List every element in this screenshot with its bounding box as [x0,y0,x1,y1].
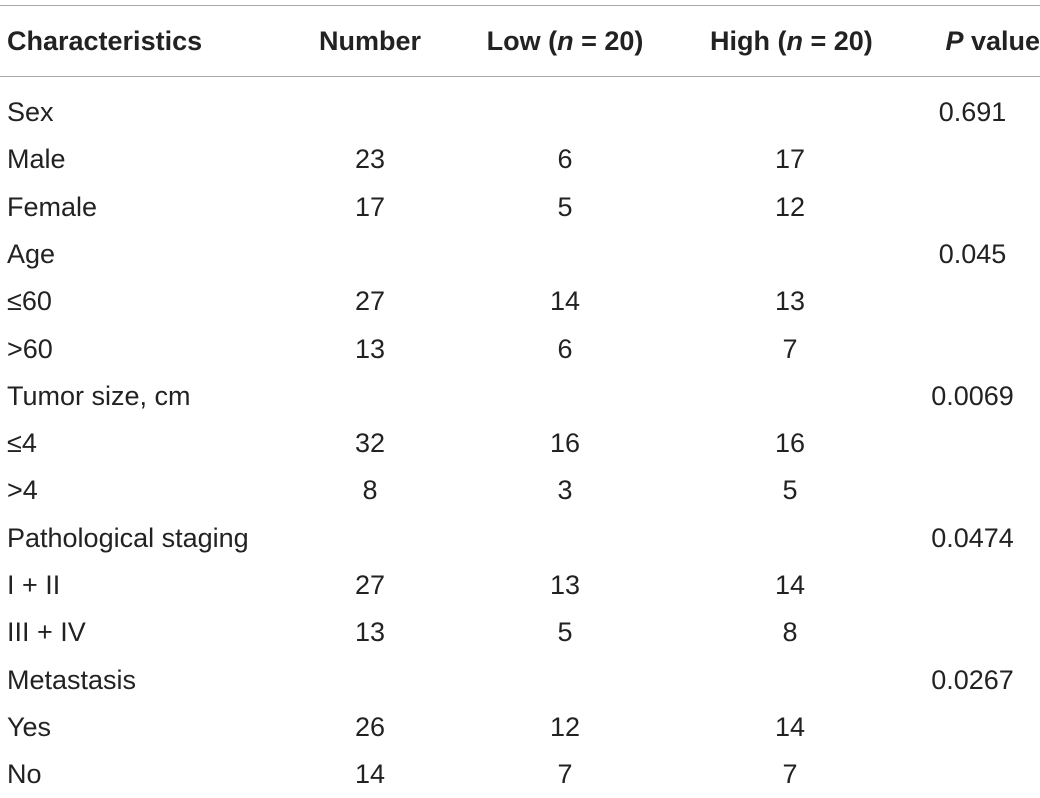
cell-low: 16 [549,428,581,459]
cell-characteristic: Pathological staging [7,522,249,553]
cell-number: 14 [354,759,386,790]
header-high-n: n [786,26,803,56]
table-row: Female 17 5 12 [0,184,1040,231]
table-row: ≤60 27 14 13 [0,278,1040,325]
header-low-prefix: Low ( [486,26,558,56]
header-p-value: P value [920,5,1040,77]
header-p-italic: P [945,26,964,56]
cell-high: 16 [774,428,806,459]
cell-number: 26 [354,711,386,742]
cell-characteristic: >60 [7,333,53,364]
cell-p-value: 0.0069 [931,380,1014,411]
cell-low: 3 [557,475,573,506]
top-rule [0,5,1040,6]
table-row: >4 8 3 5 [0,467,1040,514]
header-characteristics: Characteristics [7,26,203,56]
cell-p-value: 0.691 [938,97,1007,127]
header-rule [0,76,1040,77]
header-number: Number [318,26,421,56]
cell-characteristic: Yes [7,711,52,742]
cell-number: 8 [362,475,378,506]
table-row: Age 0.045 [0,231,1040,278]
cell-low: 12 [549,711,581,742]
cell-characteristic: Metastasis [7,664,137,695]
cell-low: 14 [549,286,581,317]
cell-number: 17 [354,191,386,222]
table-row: Pathological staging 0.0474 [0,515,1040,562]
cell-high: 14 [774,711,806,742]
header-high: High (n = 20) [710,5,873,77]
header-low-suffix: = 20) [573,26,644,56]
cell-low: 7 [557,759,573,790]
table-row: Sex 0.691 [0,89,1040,136]
cell-number: 27 [354,570,386,600]
cell-p-value: 0.0267 [931,664,1014,695]
cell-number: 13 [354,333,386,364]
header-low: Low (n = 20) [485,5,645,77]
table-row: Yes 26 12 14 [0,704,1040,751]
cell-number: 32 [354,428,386,459]
table-row: No 14 7 7 [0,751,1040,798]
header-high-prefix: High ( [710,26,787,56]
table-row: I + II 27 13 14 [0,562,1040,609]
header-p-suffix: value [963,26,1040,56]
table-row: Male 23 6 17 [0,136,1040,183]
table-row: ≤4 32 16 16 [0,420,1040,467]
cell-characteristic: III + IV [7,617,86,648]
cell-characteristic: Sex [7,97,54,127]
cell-characteristic: ≤60 [7,286,52,317]
cell-high: 14 [774,570,806,600]
cell-high: 8 [782,617,798,648]
header-high-suffix: = 20) [802,26,873,56]
cell-characteristic: Male [7,144,66,175]
cell-characteristic: Tumor size, cm [7,380,191,411]
cell-high: 12 [774,191,806,222]
table-row: Metastasis 0.0267 [0,657,1040,704]
cell-characteristic: I + II [7,570,61,600]
cell-characteristic: ≤4 [7,428,37,459]
cell-low: 5 [557,617,573,648]
cell-number: 27 [354,286,386,317]
cell-number: 13 [354,617,386,648]
table-row: >60 13 6 7 [0,326,1040,373]
table-row: Tumor size, cm 0.0069 [0,373,1040,420]
cell-characteristic: >4 [7,475,38,506]
cell-characteristic: Age [7,238,56,269]
cell-low: 6 [557,144,573,175]
header-low-n: n [557,26,574,56]
table-row: III + IV 13 5 8 [0,609,1040,656]
cell-characteristic: Female [7,191,98,222]
cell-p-value: 0.0474 [931,522,1014,553]
cell-high: 7 [782,759,798,790]
cell-low: 6 [557,333,573,364]
cell-high: 7 [782,333,798,364]
cell-number: 23 [354,144,386,175]
cell-high: 17 [774,144,806,175]
cell-p-value: 0.045 [938,238,1007,269]
cell-low: 5 [557,191,573,222]
table-header-row: Characteristics Number Low (n = 20) High… [0,0,1040,56]
cell-characteristic: No [7,759,42,790]
cell-high: 5 [782,475,798,506]
cell-low: 13 [549,570,581,600]
cell-high: 13 [774,286,806,317]
